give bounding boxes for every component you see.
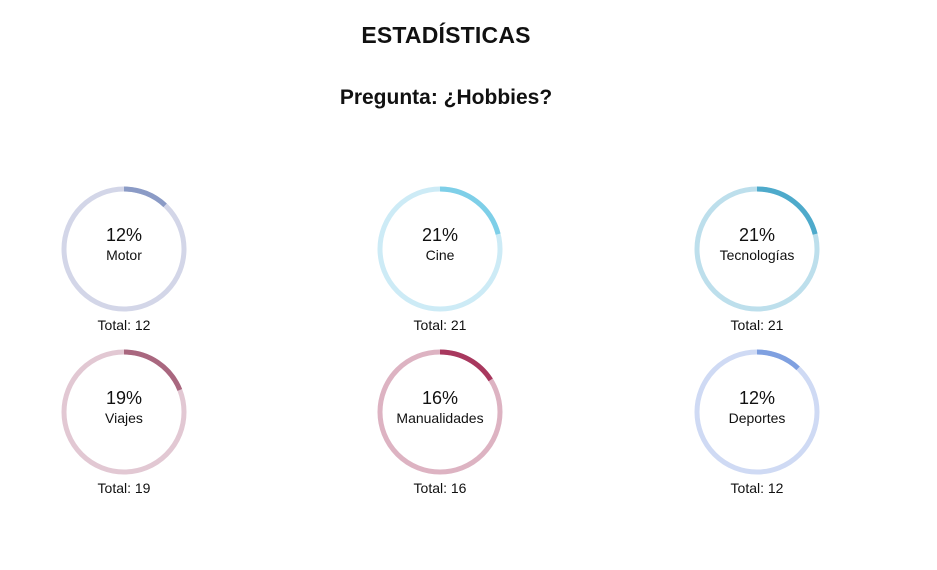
page-title: ESTADÍSTICAS xyxy=(361,22,531,48)
ring-center: 12% Motor xyxy=(59,224,189,264)
progress-ring xyxy=(59,347,189,477)
total-label: Total: 12 xyxy=(97,317,151,333)
progress-ring-svg xyxy=(694,186,820,312)
percent-label: 21% xyxy=(421,225,459,245)
category-label: Motor xyxy=(106,247,142,263)
category-label: Deportes xyxy=(728,410,786,426)
category-label: Viajes xyxy=(105,410,143,426)
category-label: Tecnologías xyxy=(719,247,795,263)
ring-progress-arc xyxy=(694,186,820,312)
ring-center: 12% Deportes xyxy=(692,387,822,427)
ring-progress-arc xyxy=(694,349,820,475)
category-label: Cine xyxy=(425,247,455,263)
stat-card-manualidades: 16% Manualidades Total: 16 xyxy=(375,347,505,502)
stat-card-deportes: 12% Deportes Total: 12 xyxy=(692,347,822,502)
total-label: Total: 12 xyxy=(730,480,784,496)
percent-label: 16% xyxy=(421,388,459,408)
total-label: Total: 16 xyxy=(413,480,467,496)
total-label: Total: 21 xyxy=(413,317,467,333)
progress-ring-svg xyxy=(377,349,503,475)
percent-label: 21% xyxy=(738,225,776,245)
ring-progress-arc xyxy=(61,186,187,312)
progress-ring-svg xyxy=(61,349,187,475)
progress-ring xyxy=(692,347,822,477)
progress-ring-svg xyxy=(61,186,187,312)
total-label: Total: 19 xyxy=(97,480,151,496)
ring-center: 21% Cine xyxy=(375,224,505,264)
progress-ring-svg xyxy=(694,349,820,475)
progress-ring xyxy=(59,184,189,314)
stat-card-motor: 12% Motor Total: 12 xyxy=(59,184,189,339)
percent-label: 12% xyxy=(105,225,143,245)
ring-center: 19% Viajes xyxy=(59,387,189,427)
percent-label: 19% xyxy=(105,388,143,408)
ring-center: 16% Manualidades xyxy=(375,387,505,427)
category-label: Manualidades xyxy=(396,410,484,426)
stat-card-tecnologias: 21% Tecnologías Total: 21 xyxy=(692,184,822,339)
question-title: Pregunta: ¿Hobbies? xyxy=(339,86,553,109)
ring-progress-arc xyxy=(377,349,503,475)
ring-progress-arc xyxy=(61,349,187,475)
percent-label: 12% xyxy=(738,388,776,408)
stat-card-viajes: 19% Viajes Total: 19 xyxy=(59,347,189,502)
progress-ring-svg xyxy=(377,186,503,312)
progress-ring xyxy=(375,184,505,314)
ring-progress-arc xyxy=(377,186,503,312)
progress-ring xyxy=(375,347,505,477)
progress-ring xyxy=(692,184,822,314)
ring-center: 21% Tecnologías xyxy=(692,224,822,264)
total-label: Total: 21 xyxy=(730,317,784,333)
stat-card-cine: 21% Cine Total: 21 xyxy=(375,184,505,339)
